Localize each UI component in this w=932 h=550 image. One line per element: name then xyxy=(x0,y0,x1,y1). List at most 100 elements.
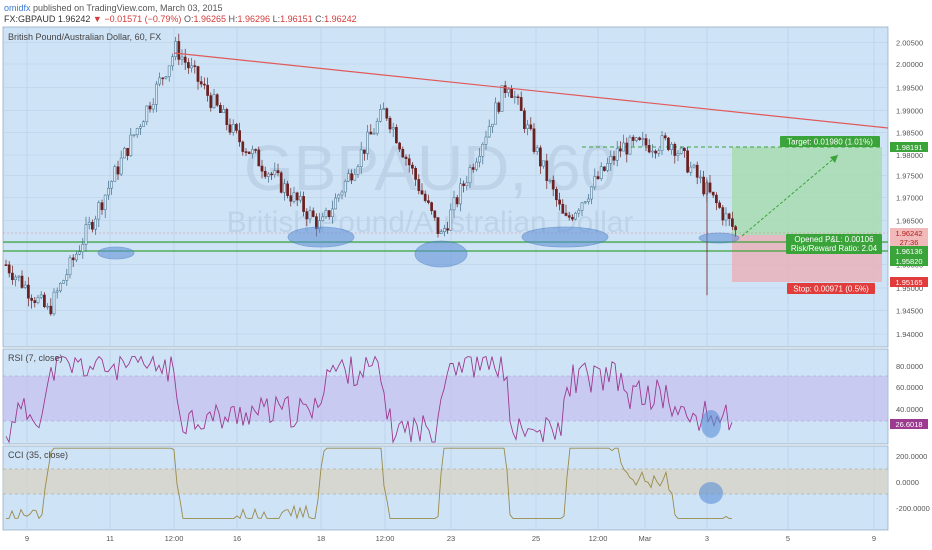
candle-body xyxy=(110,181,113,189)
time-tick-label: 9 xyxy=(25,534,29,543)
candle-body xyxy=(222,109,225,113)
candle-body xyxy=(295,192,299,201)
candle-body xyxy=(654,150,657,154)
price-tick-label: 1.97000 xyxy=(896,194,923,203)
rr-label: Risk/Reward Ratio: 2.04 xyxy=(791,244,878,253)
candle-body xyxy=(619,148,622,152)
candle-body xyxy=(100,202,104,211)
candle-body xyxy=(27,284,30,299)
candle-body xyxy=(33,300,37,304)
candle-body xyxy=(446,228,449,231)
time-axis[interactable]: 9 11 12:00 16 18 12:00 23 25 12:00 Mar 3 5 9 xyxy=(25,534,876,543)
candle-body xyxy=(91,221,94,230)
candle-body xyxy=(433,210,437,218)
candle-body xyxy=(84,224,88,245)
candle-body xyxy=(203,83,206,86)
candle-body xyxy=(59,283,62,292)
candle-body xyxy=(183,56,187,63)
pnl-label-box[interactable] xyxy=(786,234,882,254)
candle-body xyxy=(97,202,101,220)
candle-body xyxy=(270,173,273,176)
candle-body xyxy=(475,161,478,170)
watermark-symbol: GBPAUD, 60 xyxy=(244,132,616,204)
candle-body xyxy=(555,188,558,201)
time-tick-label: Mar xyxy=(639,534,652,543)
candle-body xyxy=(564,213,568,216)
countdown-badge: 27:36 xyxy=(900,238,919,247)
candle-body xyxy=(180,56,184,60)
candle-body xyxy=(404,156,408,159)
candle-body xyxy=(353,173,357,181)
candle-body xyxy=(273,170,277,175)
candle-body xyxy=(167,65,171,77)
candle-body xyxy=(603,166,606,171)
candle-body xyxy=(715,194,718,204)
candle-body xyxy=(497,102,501,112)
candle-body xyxy=(580,202,584,211)
candle-body xyxy=(625,142,629,155)
price-tick-label: 1.98000 xyxy=(896,151,923,160)
candle-body xyxy=(468,167,472,184)
cci-line xyxy=(6,447,732,520)
target-price-badge: 1.98191 xyxy=(895,143,922,152)
candle-body xyxy=(500,85,504,112)
candle-body xyxy=(311,210,315,217)
candle-body xyxy=(235,124,238,131)
candle-body xyxy=(631,136,635,141)
candle-body xyxy=(724,213,728,221)
candle-body xyxy=(487,126,491,138)
price-tick-label: 1.96500 xyxy=(896,217,923,226)
candle-body xyxy=(65,274,69,281)
symbol: FX:GBPAUD xyxy=(4,14,56,24)
resistance-trendline[interactable] xyxy=(173,52,889,129)
candle-body xyxy=(695,164,699,178)
candle-body xyxy=(49,305,53,315)
candle-body xyxy=(567,215,571,218)
candle-body xyxy=(503,85,507,94)
candle-body xyxy=(119,157,123,175)
candle-body xyxy=(267,173,270,177)
rsi-tick-label: 60.0000 xyxy=(896,383,923,392)
price-tick-label: 1.94000 xyxy=(896,330,923,339)
candle-body xyxy=(577,210,581,214)
candle-body xyxy=(571,217,574,220)
candle-body xyxy=(375,120,379,134)
candle-body xyxy=(129,134,133,156)
stop-label-box[interactable] xyxy=(787,283,875,294)
candle-body xyxy=(94,218,97,230)
price-badges: 1.98191 1.96242 27:36 1.96136 1.95820 1.… xyxy=(890,142,928,287)
price-axis[interactable]: 2.00500 2.00000 1.99500 1.99000 1.98500 1.980… xyxy=(896,39,923,340)
candle-body xyxy=(689,166,693,173)
target-zone[interactable] xyxy=(732,147,882,235)
author-name[interactable]: omidfx xyxy=(4,3,31,13)
candle-body xyxy=(427,200,430,203)
candle-body xyxy=(596,176,600,179)
candle-body xyxy=(164,76,168,79)
candlestick-series xyxy=(4,33,737,316)
support-ellipse xyxy=(97,246,135,260)
candle-body xyxy=(443,228,446,232)
candle-body xyxy=(324,210,328,218)
candle-body xyxy=(551,179,555,190)
candle-body xyxy=(14,276,17,281)
arrow-head-icon xyxy=(830,155,838,163)
candle-body xyxy=(641,138,645,140)
candle-body xyxy=(548,179,552,182)
candle-body xyxy=(283,183,286,193)
cci-band xyxy=(3,469,888,494)
down-arrow-icon: ▼ xyxy=(92,14,102,24)
candle-body xyxy=(395,127,398,144)
pnl-label: Opened P&L: 0.00106 xyxy=(794,235,874,244)
candle-body xyxy=(247,151,251,155)
candle-body xyxy=(148,105,152,110)
candle-body xyxy=(251,149,254,155)
candle-body xyxy=(583,201,587,204)
candle-body xyxy=(385,108,389,119)
candle-body xyxy=(327,210,331,218)
time-tick-label: 12:00 xyxy=(589,534,608,543)
candle-body xyxy=(155,83,158,105)
cci-panel-title: CCI (35, close) xyxy=(8,450,68,460)
target-label-box[interactable] xyxy=(780,136,880,147)
candle-body xyxy=(187,62,190,69)
